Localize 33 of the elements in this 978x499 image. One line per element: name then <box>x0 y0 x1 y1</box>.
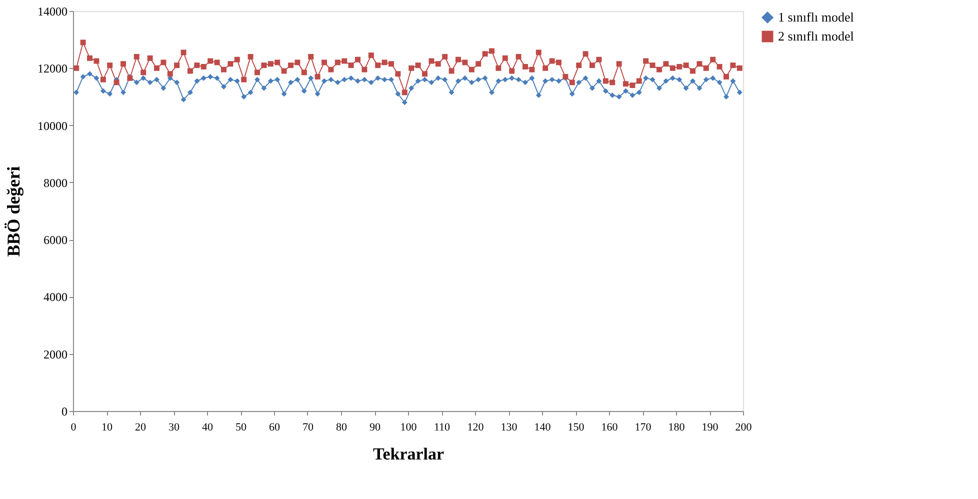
x-tick-label: 130 <box>500 422 518 434</box>
x-tick-label: 100 <box>400 422 418 434</box>
y-tick-label: 14000 <box>38 4 68 18</box>
x-tick-label: 200 <box>735 422 752 434</box>
x-tick-label: 180 <box>668 422 686 434</box>
x-axis-title: Tekrarlar <box>372 444 445 464</box>
y-tick-label: 6000 <box>44 233 68 248</box>
x-tick-label: 50 <box>236 422 247 434</box>
legend-label: 2 sınıflı model <box>778 28 854 44</box>
y-axis-title: BBÖ değeri <box>4 166 24 257</box>
x-tick-label: 190 <box>702 422 719 434</box>
x-tick-label: 30 <box>168 422 180 434</box>
x-tick-label: 0 <box>70 422 77 434</box>
x-tick-label: 70 <box>302 422 314 434</box>
y-tick-label: 12000 <box>38 62 68 76</box>
x-tick-label: 140 <box>534 422 552 434</box>
x-tick-label: 120 <box>467 422 484 434</box>
y-tick-label: 8000 <box>44 176 68 190</box>
x-tick-label: 160 <box>601 422 618 434</box>
y-tick-label: 10000 <box>38 118 68 133</box>
x-tick-label: 10 <box>102 422 113 434</box>
y-tick-label: 0 <box>62 404 68 418</box>
y-tick-label: 2000 <box>44 347 68 362</box>
x-tick-label: 80 <box>336 422 348 434</box>
legend-label: 1 sınıflı model <box>778 10 854 24</box>
x-tick-label: 150 <box>568 422 585 434</box>
x-tick-label: 40 <box>202 422 214 434</box>
x-tick-label: 20 <box>135 422 146 434</box>
x-tick-label: 90 <box>370 422 381 434</box>
x-tick-label: 110 <box>434 422 451 434</box>
x-tick-label: 170 <box>634 422 652 434</box>
y-tick-label: 4000 <box>44 290 68 304</box>
x-tick-label: 60 <box>269 422 280 434</box>
